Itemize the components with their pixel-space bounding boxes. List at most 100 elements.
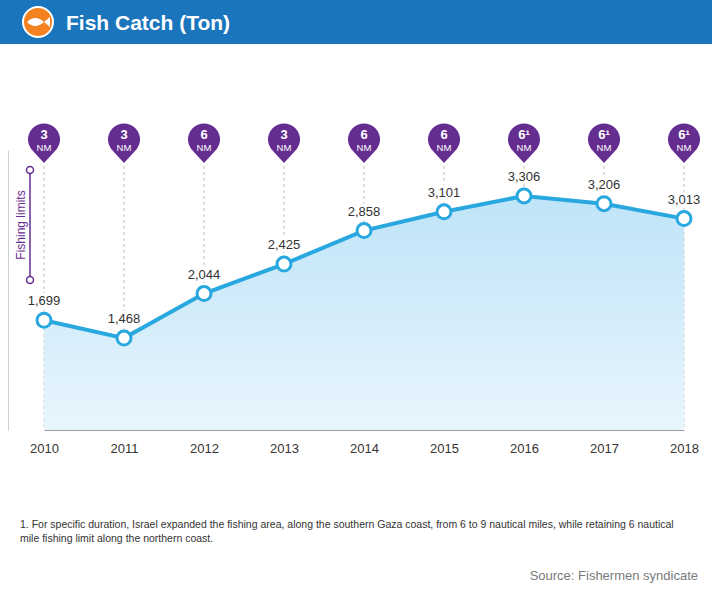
pin-limit: 3 [40,127,47,142]
x-tick-label: 2017 [590,441,619,456]
pin-shape [188,123,220,163]
data-label-group: 3,206 [586,177,623,192]
marker [37,313,51,327]
limits-legend-dot [27,277,34,284]
data-label-bg [426,185,463,200]
data-label-bg [26,293,63,308]
pin: 3NM [268,123,300,163]
x-tick: 2010 [30,430,59,456]
data-label-bg [506,169,543,184]
title: Fish Catch (Ton) [66,11,230,34]
pin-unit: NM [597,142,612,153]
data-label: 2,044 [188,267,221,282]
data-label-group: 2,425 [266,237,303,252]
pin: 6¹NM [588,123,620,163]
fishing-limit-pins: 3NM3NM6NM3NM6NM6NM6¹NM6¹NM6¹NM [28,123,700,163]
pin: 6¹NM [508,123,540,163]
pin-shape [428,123,460,163]
data-label-group: 2,044 [186,267,223,282]
header-icon-fish [27,17,50,27]
area [44,196,684,430]
pin: 3NM [108,123,140,163]
limits-legend-label: Fishing limits [14,190,28,259]
marker [197,287,211,301]
x-tick-label: 2016 [510,441,539,456]
marker [437,205,451,219]
pin-unit: NM [277,142,292,153]
pin-unit: NM [517,142,532,153]
marker [277,257,291,271]
x-tick-label: 2011 [111,441,139,456]
x-tick: 2017 [590,430,619,456]
pin-limit: 6¹ [518,127,530,142]
data-label-group: 3,306 [506,169,543,184]
data-label-bg [106,311,143,326]
pin-shape [28,123,60,163]
pin-limit: 3 [280,127,287,142]
data-label-group: 1,699 [26,293,63,308]
data-label-bg [266,237,303,252]
footnote: 1. For specific duration, Israel expande… [20,518,674,544]
pin-shape [348,123,380,163]
x-tick-label: 2018 [670,441,699,456]
pin-unit: NM [357,142,372,153]
pin-unit: NM [437,142,452,153]
x-tick: 2015 [430,430,459,456]
x-tick-label: 2013 [270,441,299,456]
pin-shape [508,123,540,163]
pin-shape [588,123,620,163]
data-label-group: 3,101 [426,185,463,200]
data-label-bg [666,192,703,207]
marker [517,189,531,203]
pin: 6NM [428,123,460,163]
x-tick-label: 2014 [350,441,379,456]
x-tick-label: 2015 [430,441,459,456]
y-axis-line [8,151,9,431]
data-labels: 1,699 1,468 2,044 2,425 2,858 3,101 3,306 3,206… [26,169,703,326]
line [44,196,684,338]
pin: 6¹NM [668,123,700,163]
plot-area [37,189,691,430]
x-tick: 2012 [190,430,219,456]
data-label-group: 3,013 [666,192,703,207]
marker [677,212,691,226]
x-tick: 2016 [510,430,539,456]
x-tick: 2014 [350,430,379,456]
pin: 6NM [188,123,220,163]
pin-limit: 6¹ [598,127,610,142]
pin-limit: 6¹ [678,127,690,142]
data-label: 3,101 [428,185,461,200]
data-label-bg [586,177,623,192]
x-axis: 2010 2011 2012 2013 2014 2015 2016 2017 2018 [30,430,699,456]
pin-limit: 6 [440,127,447,142]
x-tick-label: 2010 [30,441,59,456]
header-icon [23,7,53,37]
header-bar [0,0,712,44]
x-axis-line [45,430,685,431]
pin-unit: NM [37,142,52,153]
grid [44,166,684,430]
pin: 6NM [348,123,380,163]
data-label: 2,425 [268,237,301,252]
pin-unit: NM [117,142,132,153]
chart: Fish Catch (Ton) 2010 2011 2012 2013 2014 2015… [0,0,712,592]
marker [357,224,371,238]
x-tick-label: 2012 [190,441,219,456]
limits-legend-dot [27,167,34,174]
pin-shape [668,123,700,163]
data-label: 3,306 [508,169,541,184]
data-label-group: 1,468 [106,311,143,326]
pin-shape [108,123,140,163]
data-label: 1,468 [108,311,141,326]
marker [597,197,611,211]
data-label: 1,699 [28,293,61,308]
limits-legend-line [29,170,31,280]
pin-limit: 6 [200,127,207,142]
pin: 3NM [28,123,60,163]
pin-limit: 6 [360,127,367,142]
data-label: 3,013 [668,192,701,207]
x-tick: 2018 [670,430,699,456]
pin-shape [268,123,300,163]
data-label-group: 2,858 [346,204,383,219]
data-label-bg [186,267,223,282]
